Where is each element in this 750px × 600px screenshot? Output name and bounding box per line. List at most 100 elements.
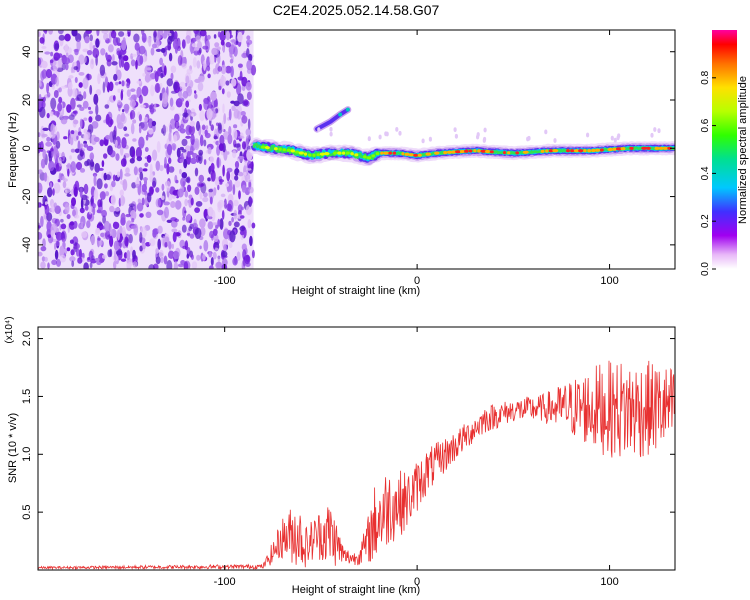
noise-blob [61, 175, 66, 181]
noise-blob [92, 48, 100, 58]
noise-blob [104, 76, 109, 88]
signal-hotspot [654, 146, 660, 150]
noise-blob [111, 180, 116, 188]
noise-blob [123, 126, 128, 131]
noise-blob [129, 210, 137, 221]
noise-blob [70, 130, 75, 135]
noise-blob [239, 230, 245, 236]
noise-blob [78, 72, 85, 76]
spectrogram-y-tick-label: 0 [21, 145, 33, 151]
noise-blob [130, 88, 136, 92]
faint-speck [657, 128, 661, 134]
noise-blob [83, 133, 89, 141]
noise-blob [133, 166, 138, 176]
noise-blob [101, 30, 109, 34]
noise-blob [197, 49, 202, 56]
noise-blob [99, 139, 105, 147]
noise-blob [174, 200, 182, 210]
noise-blob [207, 146, 212, 155]
noise-blob [206, 215, 209, 219]
signal-hotspot [323, 152, 330, 156]
noise-blob [88, 250, 94, 260]
noise-blob [89, 58, 95, 70]
noise-blob [185, 75, 190, 84]
noise-blob [59, 245, 65, 257]
signal-hotspot [455, 150, 461, 154]
noise-blob [241, 52, 248, 59]
noise-blob [157, 225, 163, 234]
noise-blob [248, 186, 254, 194]
faint-speck [378, 134, 382, 140]
noise-blob [106, 59, 112, 67]
noise-blob [39, 81, 42, 87]
noise-blob [148, 37, 152, 47]
noise-blob [99, 191, 106, 200]
noise-blob [142, 168, 148, 172]
noise-blob [38, 251, 43, 257]
noise-blob [121, 80, 125, 87]
noise-blob [245, 128, 252, 137]
noise-blob [155, 248, 159, 255]
noise-blob [155, 48, 162, 53]
noise-blob [250, 64, 257, 76]
noise-blob [219, 75, 227, 87]
noise-blob [210, 169, 216, 182]
snr-y-tick-label: 1.5 [21, 389, 33, 404]
noise-blob [183, 158, 188, 169]
noise-blob [223, 244, 228, 252]
noise-blob [80, 143, 83, 150]
noise-blob [168, 241, 172, 250]
signal-hotspot [540, 149, 545, 153]
noise-blob [89, 159, 95, 171]
noise-blob [221, 88, 225, 95]
noise-blob [57, 53, 63, 58]
noise-blob [218, 143, 224, 152]
signal-hotspot [443, 151, 448, 155]
noise-blob [89, 34, 93, 42]
noise-blob [132, 119, 137, 124]
noise-blob [182, 112, 189, 118]
signal-hotspot [645, 146, 651, 150]
noise-blob [196, 182, 204, 188]
noise-blob [199, 73, 205, 83]
noise-blob [119, 189, 125, 197]
signal-hotspot [408, 153, 414, 157]
noise-blob [164, 156, 167, 169]
noise-blob [242, 256, 246, 267]
signal-hotspot [658, 146, 664, 150]
signal-hotspot [290, 149, 296, 153]
noise-blob [79, 168, 86, 173]
faint-speck [421, 138, 425, 144]
noise-blob [157, 30, 164, 39]
signal-hotspot [413, 153, 418, 157]
noise-blob [141, 121, 148, 131]
noise-blob [231, 216, 235, 223]
noise-blob [112, 174, 116, 182]
noise-blob [113, 73, 118, 82]
noise-blob [227, 199, 234, 212]
noise-blob [169, 124, 172, 135]
noise-blob [185, 135, 191, 139]
noise-blob [76, 135, 79, 140]
noise-blob [119, 195, 125, 207]
noise-blob [222, 164, 225, 177]
noise-blob [155, 160, 161, 171]
noise-blob [144, 116, 148, 123]
spectrogram-y-tick-label: -40 [21, 237, 33, 253]
noise-blob [73, 186, 78, 197]
noise-blob [238, 190, 241, 200]
signal-hotspot [425, 152, 432, 156]
noise-blob [82, 77, 89, 89]
noise-blob [71, 88, 78, 97]
signal-hotspot [307, 153, 312, 157]
noise-blob [123, 55, 129, 62]
noise-blob [207, 221, 214, 230]
signal-hotspot [459, 149, 465, 154]
signal-hotspot [464, 149, 469, 153]
noise-blob [44, 51, 51, 55]
noise-blob [219, 134, 225, 146]
noise-blob [103, 32, 109, 41]
noise-blob [85, 30, 92, 34]
snr-y-label: SNR (10 * v/v) [7, 413, 19, 483]
noise-blob [138, 45, 146, 55]
